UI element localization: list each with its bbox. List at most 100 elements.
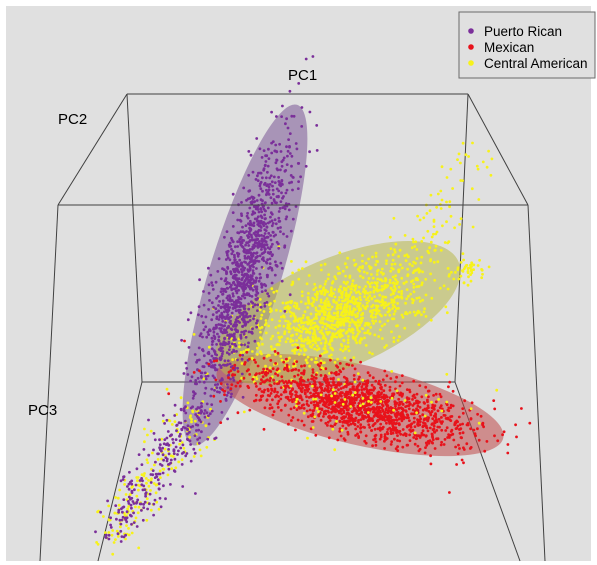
point-central-american <box>151 451 154 455</box>
point-central-american <box>376 299 380 303</box>
point-central-american <box>209 407 212 411</box>
point-mexican <box>339 387 343 390</box>
point-puerto-rican <box>132 511 136 515</box>
point-mexican <box>411 428 415 432</box>
point-mexican <box>345 408 349 412</box>
point-puerto-rican <box>294 142 298 145</box>
point-puerto-rican <box>269 174 273 178</box>
point-puerto-rican <box>251 305 255 309</box>
point-central-american <box>282 324 286 328</box>
point-central-american <box>353 321 357 325</box>
point-mexican <box>370 383 374 387</box>
point-central-american <box>370 281 374 285</box>
point-central-american <box>321 325 325 329</box>
point-puerto-rican <box>149 481 153 484</box>
point-mexican <box>431 441 434 445</box>
point-puerto-rican <box>246 345 250 349</box>
point-puerto-rican <box>228 299 232 303</box>
point-central-american <box>397 290 401 294</box>
point-mexican <box>289 381 293 385</box>
point-central-american <box>391 303 395 307</box>
point-central-american <box>237 341 241 345</box>
point-central-american <box>341 269 345 273</box>
point-puerto-rican <box>256 309 259 312</box>
point-mexican <box>476 412 479 416</box>
point-puerto-rican <box>282 156 286 160</box>
point-central-american <box>161 467 165 471</box>
point-mexican <box>336 438 340 442</box>
point-central-american <box>416 309 420 313</box>
point-central-american <box>384 278 388 281</box>
point-puerto-rican <box>237 295 240 299</box>
point-puerto-rican <box>215 311 219 314</box>
point-mexican <box>285 363 289 367</box>
point-central-american <box>115 529 119 533</box>
point-puerto-rican <box>116 532 120 536</box>
point-mexican <box>417 449 421 453</box>
point-mexican <box>238 379 242 383</box>
point-puerto-rican <box>130 482 134 486</box>
point-central-american <box>334 323 338 327</box>
point-central-american <box>480 276 484 280</box>
point-mexican <box>427 410 431 413</box>
point-mexican <box>351 364 354 367</box>
point-mexican <box>461 411 465 415</box>
point-puerto-rican <box>201 365 205 368</box>
point-central-american <box>394 242 398 246</box>
point-central-american <box>165 387 169 391</box>
point-puerto-rican <box>231 376 235 380</box>
point-puerto-rican <box>249 257 253 261</box>
point-puerto-rican <box>213 363 217 367</box>
point-central-american <box>238 345 241 349</box>
point-mexican <box>305 399 309 403</box>
point-mexican <box>331 425 334 428</box>
point-puerto-rican <box>240 214 244 218</box>
point-central-american <box>384 283 387 287</box>
point-puerto-rican <box>281 183 284 186</box>
point-mexican <box>371 424 375 428</box>
point-puerto-rican <box>154 472 158 476</box>
point-central-american <box>361 254 364 257</box>
point-central-american <box>311 426 315 429</box>
point-puerto-rican <box>254 293 258 297</box>
point-mexican <box>219 382 223 385</box>
point-central-american <box>361 259 364 263</box>
point-puerto-rican <box>122 498 126 501</box>
point-central-american <box>297 352 301 356</box>
point-central-american <box>412 310 416 314</box>
point-puerto-rican <box>275 195 279 199</box>
point-central-american <box>391 258 395 262</box>
point-puerto-rican <box>222 310 226 314</box>
point-puerto-rican <box>202 290 205 293</box>
point-puerto-rican <box>169 483 172 486</box>
point-mexican <box>307 387 311 391</box>
point-puerto-rican <box>142 503 146 506</box>
point-puerto-rican <box>266 221 270 225</box>
point-puerto-rican <box>163 438 167 441</box>
point-mexican <box>313 380 317 383</box>
point-puerto-rican <box>251 269 255 272</box>
point-puerto-rican <box>230 351 234 354</box>
point-puerto-rican <box>270 201 274 205</box>
point-mexican <box>425 443 429 447</box>
point-central-american <box>283 332 286 336</box>
point-puerto-rican <box>288 293 292 297</box>
point-mexican <box>339 391 343 395</box>
point-central-american <box>323 293 326 297</box>
point-mexican <box>402 414 405 417</box>
point-central-american <box>289 314 293 318</box>
point-central-american <box>362 290 365 294</box>
point-mexican <box>309 413 313 417</box>
point-puerto-rican <box>165 436 169 440</box>
point-central-american <box>342 328 345 332</box>
point-mexican <box>337 372 341 376</box>
point-central-american <box>416 214 419 218</box>
point-central-american <box>326 308 330 311</box>
point-mexican <box>286 396 290 399</box>
point-puerto-rican <box>129 503 133 507</box>
point-puerto-rican <box>221 378 224 382</box>
point-central-american <box>348 328 351 332</box>
point-central-american <box>124 493 128 496</box>
point-mexican <box>348 388 352 392</box>
point-central-american <box>347 285 350 289</box>
